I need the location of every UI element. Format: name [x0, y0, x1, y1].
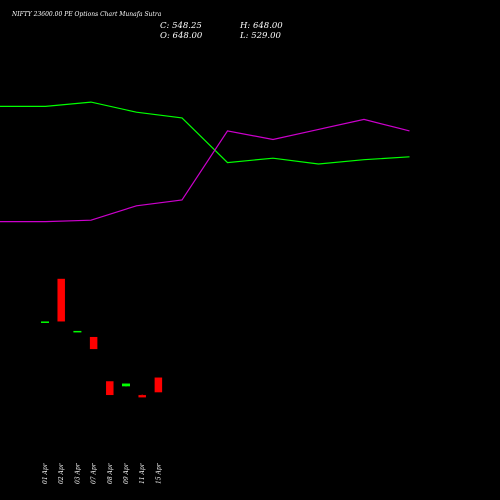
- candle: [89, 336, 98, 350]
- candle-body: [41, 321, 49, 323]
- green-indicator-line: [0, 101, 410, 165]
- candle-body: [105, 380, 115, 396]
- open-value: O: 648.00: [160, 31, 203, 41]
- candle-body: [122, 383, 130, 387]
- x-tick-label: 02 Apr: [58, 462, 65, 484]
- low-value: L: 529.00: [239, 31, 282, 41]
- x-tick-label: 09 Apr: [123, 462, 130, 484]
- candle: [154, 377, 163, 393]
- candle: [41, 321, 49, 323]
- candle: [105, 380, 115, 396]
- candle: [137, 394, 147, 398]
- magenta-indicator-line: [0, 118, 410, 223]
- candle-body: [89, 336, 98, 350]
- candlesticks: [41, 278, 163, 398]
- x-tick-label: 08 Apr: [107, 462, 114, 484]
- close-value: C: 548.25: [160, 21, 202, 31]
- x-axis-ticks: 01 Apr 02 Apr 03 Apr 07 Apr 08 Apr 09 Apr 11 A…: [42, 462, 162, 484]
- x-tick-label: 11 Apr: [139, 462, 146, 484]
- x-tick-label: 01 Apr: [42, 462, 49, 484]
- candle: [56, 278, 66, 322]
- candle: [73, 330, 82, 333]
- indicator-lines: [0, 101, 410, 223]
- x-tick-label: 07 Apr: [91, 462, 98, 484]
- candle-body: [137, 394, 147, 398]
- chart-title: NIFTY 23600.00 PE Options Chart Munafa S…: [11, 11, 162, 18]
- candle: [122, 383, 130, 387]
- high-value: H: 648.00: [239, 21, 283, 31]
- candle-body: [154, 377, 163, 393]
- x-tick-label: 15 Apr: [155, 462, 162, 484]
- x-tick-label: 03 Apr: [74, 462, 81, 484]
- candle-body: [73, 330, 82, 333]
- candle-body: [56, 278, 66, 322]
